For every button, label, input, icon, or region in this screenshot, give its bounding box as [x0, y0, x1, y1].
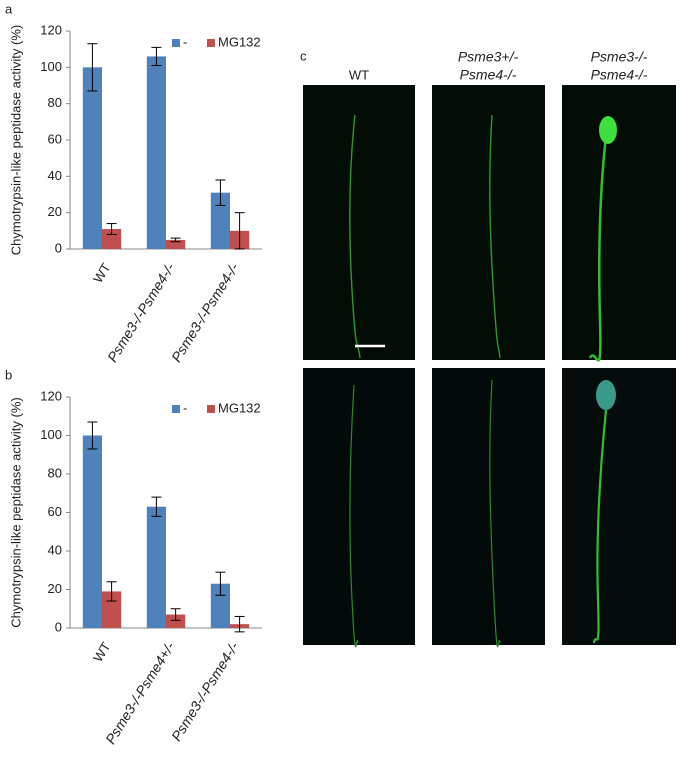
x-tick-label: WT [90, 639, 113, 664]
legend-label: MG132 [218, 400, 261, 415]
y-tick-label: 80 [48, 95, 62, 110]
y-tick-label: 0 [55, 240, 62, 255]
y-tick-label: 60 [48, 504, 62, 519]
y-tick-label: 100 [40, 59, 62, 74]
bar [166, 239, 186, 249]
error-bar [170, 608, 181, 621]
y-tick-label: 100 [40, 427, 62, 442]
error-bar [215, 179, 226, 206]
x-tick-label: Psme3-/-Psme4+/- [102, 639, 178, 747]
bar [82, 435, 102, 628]
y-axis-label: Chymotrypsin-like peptidase activity (%) [8, 25, 23, 255]
bar [146, 506, 166, 628]
column-label: WT [349, 67, 369, 82]
error-bar [106, 223, 117, 235]
error-bar [151, 46, 162, 67]
column-label: Psme4-/- [460, 67, 517, 83]
x-tick-label: Psme3-/-Psme4-/- [168, 260, 242, 365]
panel-label: a [5, 1, 13, 16]
legend-label: - [183, 400, 187, 415]
error-bar [215, 571, 226, 596]
bar [210, 192, 230, 249]
bar [166, 614, 186, 628]
y-tick-label: 0 [55, 619, 62, 634]
error-bar [234, 212, 245, 250]
y-tick-label: 120 [40, 388, 62, 403]
x-tick-label: Psme3-/-Psme4-/- [104, 260, 178, 365]
legend-label: - [183, 34, 187, 49]
y-tick-label: 40 [48, 168, 62, 183]
error-bar [170, 237, 181, 243]
x-tick-label: WT [90, 260, 113, 285]
column-label: Psme3-/- [591, 49, 648, 65]
y-tick-label: 20 [48, 204, 62, 219]
column-label: Psme4-/- [591, 67, 648, 83]
y-tick-label: 20 [48, 581, 62, 596]
bar [146, 56, 166, 249]
error-bar [87, 421, 98, 450]
y-tick-label: 80 [48, 465, 62, 480]
legend-label: MG132 [218, 34, 261, 49]
legend-swatch [207, 405, 215, 413]
legend-swatch [207, 39, 215, 47]
error-bar [151, 496, 162, 517]
legend-swatch [172, 405, 180, 413]
bar [82, 67, 102, 249]
error-bar [234, 615, 245, 633]
y-tick-label: 60 [48, 131, 62, 146]
error-bar [106, 581, 117, 602]
micrographs [303, 85, 676, 648]
x-tick-label: Psme3-/-Psme4-/- [168, 639, 242, 744]
legend-swatch [172, 39, 180, 47]
y-tick-label: 40 [48, 542, 62, 557]
error-bar [87, 43, 98, 92]
panel-label: b [5, 367, 12, 382]
y-axis-label: Chymotrypsin-like peptidase activity (%) [8, 397, 23, 627]
panel-label: c [300, 48, 307, 63]
column-label: Psme3+/- [458, 49, 519, 65]
y-tick-label: 120 [40, 22, 62, 37]
